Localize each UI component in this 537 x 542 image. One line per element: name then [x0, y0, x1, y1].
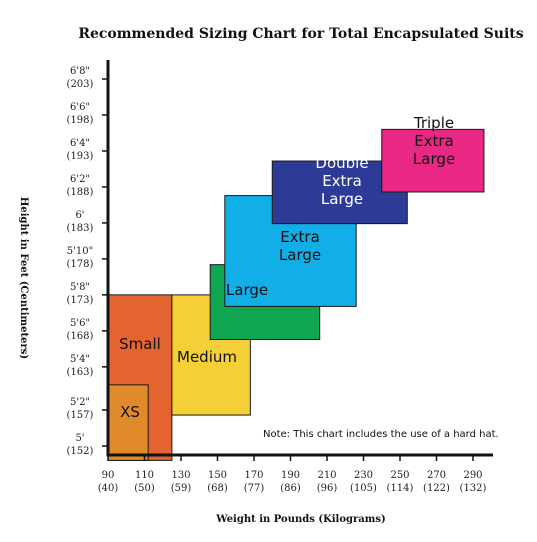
- x-tick-label: 110: [135, 470, 154, 481]
- x-tick-label-metric: (59): [171, 483, 192, 494]
- x-tick-label: 210: [317, 470, 336, 481]
- region-label-extra-large: Extra Large: [279, 228, 321, 264]
- region-label-small: Small: [119, 335, 161, 353]
- region-label-line: Large: [279, 246, 321, 264]
- x-tick-label-metric: (114): [387, 483, 414, 494]
- y-tick-label: 5'4": [70, 354, 90, 365]
- y-tick-label: 5'10": [67, 246, 93, 257]
- y-tick-label: 6'8": [70, 66, 90, 77]
- x-tick-label-metric: (132): [460, 483, 487, 494]
- y-tick-label: 6'4": [70, 138, 90, 149]
- x-tick-label: 270: [427, 470, 446, 481]
- region-label-xs: XS: [120, 403, 140, 421]
- x-tick-label-metric: (96): [317, 483, 338, 494]
- y-tick-label-metric: (168): [67, 331, 94, 342]
- x-tick-label-metric: (122): [423, 483, 450, 494]
- hard-hat-note: Note: This chart includes the use of a h…: [263, 429, 499, 440]
- y-tick-label-metric: (178): [67, 259, 94, 270]
- x-tick-label: 230: [354, 470, 373, 481]
- x-tick-labels: 90 (40) 110 (50) 130 (59) 150 (68) 170 (77) 190 (86…: [98, 455, 487, 494]
- y-tick-label: 6'2": [70, 174, 90, 185]
- region-label-line: Large: [321, 190, 363, 208]
- x-tick-label-metric: (68): [207, 483, 228, 494]
- region-label-line: Medium: [177, 348, 237, 366]
- y-tick-label-metric: (173): [67, 295, 94, 306]
- y-tick-label: 5'8": [70, 282, 90, 293]
- chart-title: Recommended Sizing Chart for Total Encap…: [78, 26, 523, 42]
- x-tick-label-metric: (40): [98, 483, 119, 494]
- x-tick-label-metric: (50): [134, 483, 155, 494]
- axes: [106, 60, 493, 457]
- region-label-line: Extra: [280, 228, 320, 246]
- x-tick-label: 170: [244, 470, 263, 481]
- y-tick-label-metric: (198): [67, 115, 94, 126]
- x-tick-label-metric: (86): [280, 483, 301, 494]
- y-tick-label: 5': [75, 433, 84, 444]
- x-tick-label: 190: [281, 470, 300, 481]
- region-xs: [107, 384, 149, 461]
- x-axis-title: Weight in Pounds (Kilograms): [215, 514, 385, 525]
- region-label-line: Extra: [322, 172, 362, 190]
- y-tick-labels: 5' (152) 5'2" (157) 5'4" (163) 5'6" (168) 5'8" (1…: [67, 66, 108, 457]
- region-label-large: Large: [226, 281, 268, 299]
- region-label-line: Double: [315, 154, 368, 172]
- region-triple-extra-large-box: [381, 128, 485, 193]
- region-label-line: Extra: [414, 132, 454, 150]
- region-label-line: XS: [120, 403, 140, 421]
- y-tick-label: 5'6": [70, 318, 90, 329]
- region-label-double-extra-large: Double Extra Large: [315, 154, 368, 208]
- region-label-line: Large: [413, 150, 455, 168]
- y-tick-label: 6': [75, 210, 84, 221]
- y-tick-label: 5'2": [70, 397, 90, 408]
- x-tick-label-metric: (105): [350, 483, 377, 494]
- y-tick-label-metric: (193): [67, 151, 94, 162]
- y-tick-label: 6'6": [70, 102, 90, 113]
- region-label-line: Triple: [413, 114, 454, 132]
- y-tick-label-metric: (163): [67, 367, 94, 378]
- x-tick-label: 90: [102, 470, 115, 481]
- region-label-line: Large: [226, 281, 268, 299]
- region-label-triple-extra-large: Triple Extra Large: [413, 114, 455, 168]
- x-tick-label: 150: [208, 470, 227, 481]
- region-triple-extra-large: [381, 128, 485, 193]
- x-tick-label: 250: [390, 470, 409, 481]
- region-xs-box: [107, 384, 149, 461]
- region-label-line: Small: [119, 335, 161, 353]
- region-label-medium: Medium: [177, 348, 237, 366]
- y-tick-label-metric: (188): [67, 187, 94, 198]
- y-tick-label-metric: (203): [67, 79, 94, 90]
- y-tick-label-metric: (183): [67, 223, 94, 234]
- y-tick-label-metric: (157): [67, 410, 94, 421]
- x-tick-label: 290: [463, 470, 482, 481]
- y-tick-label-metric: (152): [67, 446, 94, 457]
- x-tick-label: 130: [171, 470, 190, 481]
- x-tick-label-metric: (77): [244, 483, 265, 494]
- y-axis-title: Height in Feet (Centimeters): [18, 197, 29, 359]
